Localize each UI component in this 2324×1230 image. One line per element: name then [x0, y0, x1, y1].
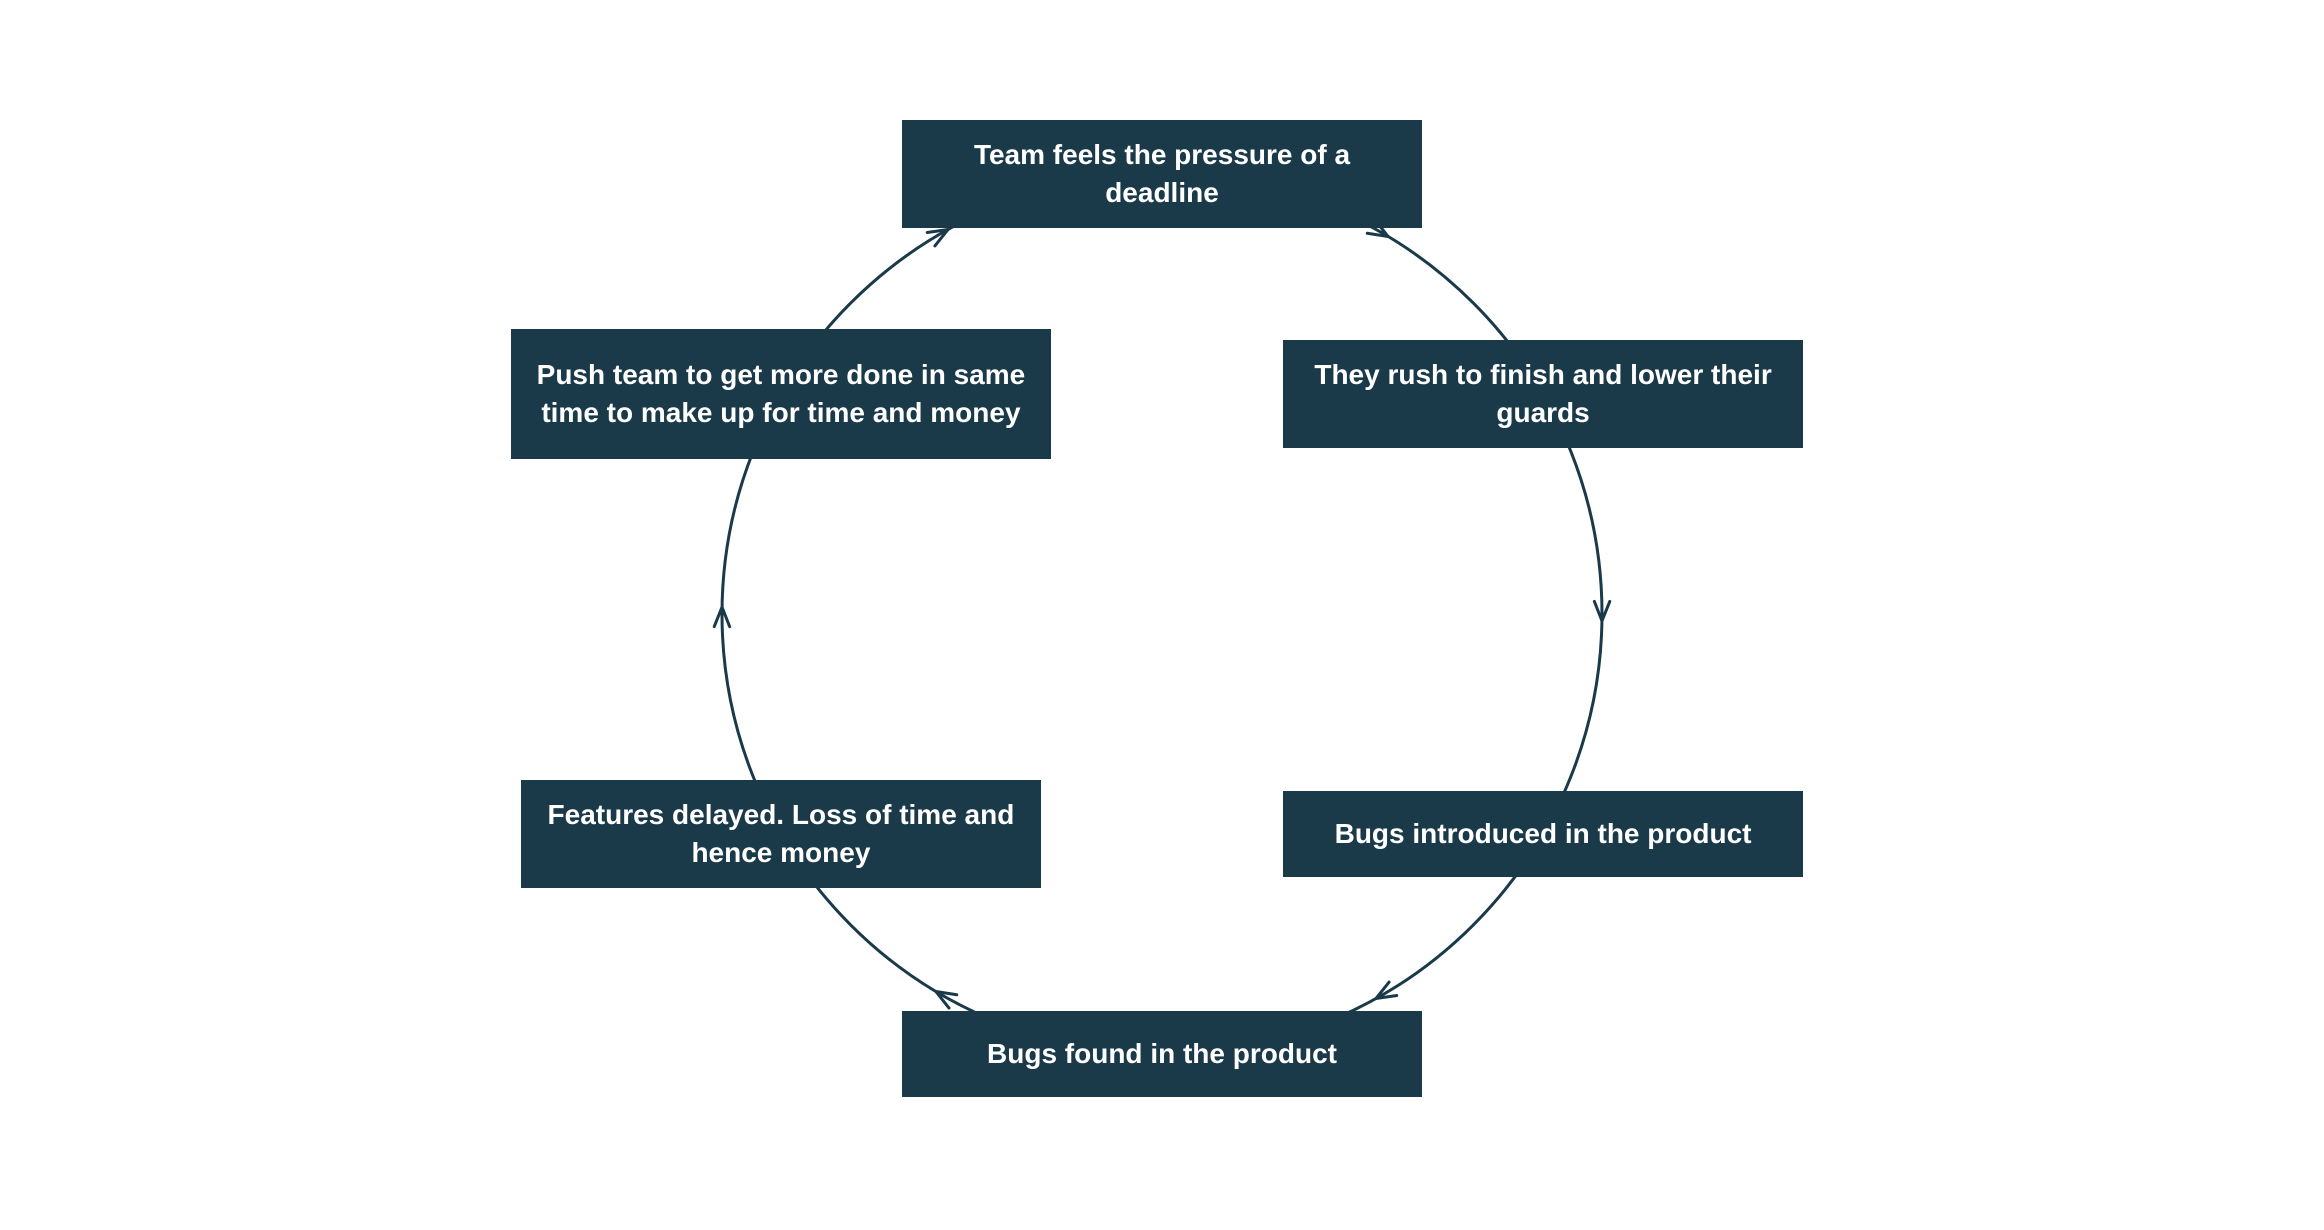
- cycle-node: They rush to finish and lower their guar…: [1283, 340, 1803, 448]
- cycle-node-label: Bugs introduced in the product: [1335, 815, 1752, 853]
- cycle-node-label: Push team to get more done in same time …: [529, 356, 1033, 432]
- cycle-node-label: Bugs found in the product: [987, 1035, 1337, 1073]
- cycle-node-label: They rush to finish and lower their guar…: [1301, 356, 1785, 432]
- cycle-diagram: Team feels the pressure of a deadline The…: [0, 0, 2324, 1230]
- cycle-node: Bugs found in the product: [902, 1011, 1422, 1097]
- cycle-node-label: Team feels the pressure of a deadline: [920, 136, 1404, 212]
- cycle-node: Features delayed. Loss of time and hence…: [521, 780, 1041, 888]
- cycle-node: Team feels the pressure of a deadline: [902, 120, 1422, 228]
- cycle-node-label: Features delayed. Loss of time and hence…: [539, 796, 1023, 872]
- cycle-node: Bugs introduced in the product: [1283, 791, 1803, 877]
- cycle-node: Push team to get more done in same time …: [511, 329, 1051, 459]
